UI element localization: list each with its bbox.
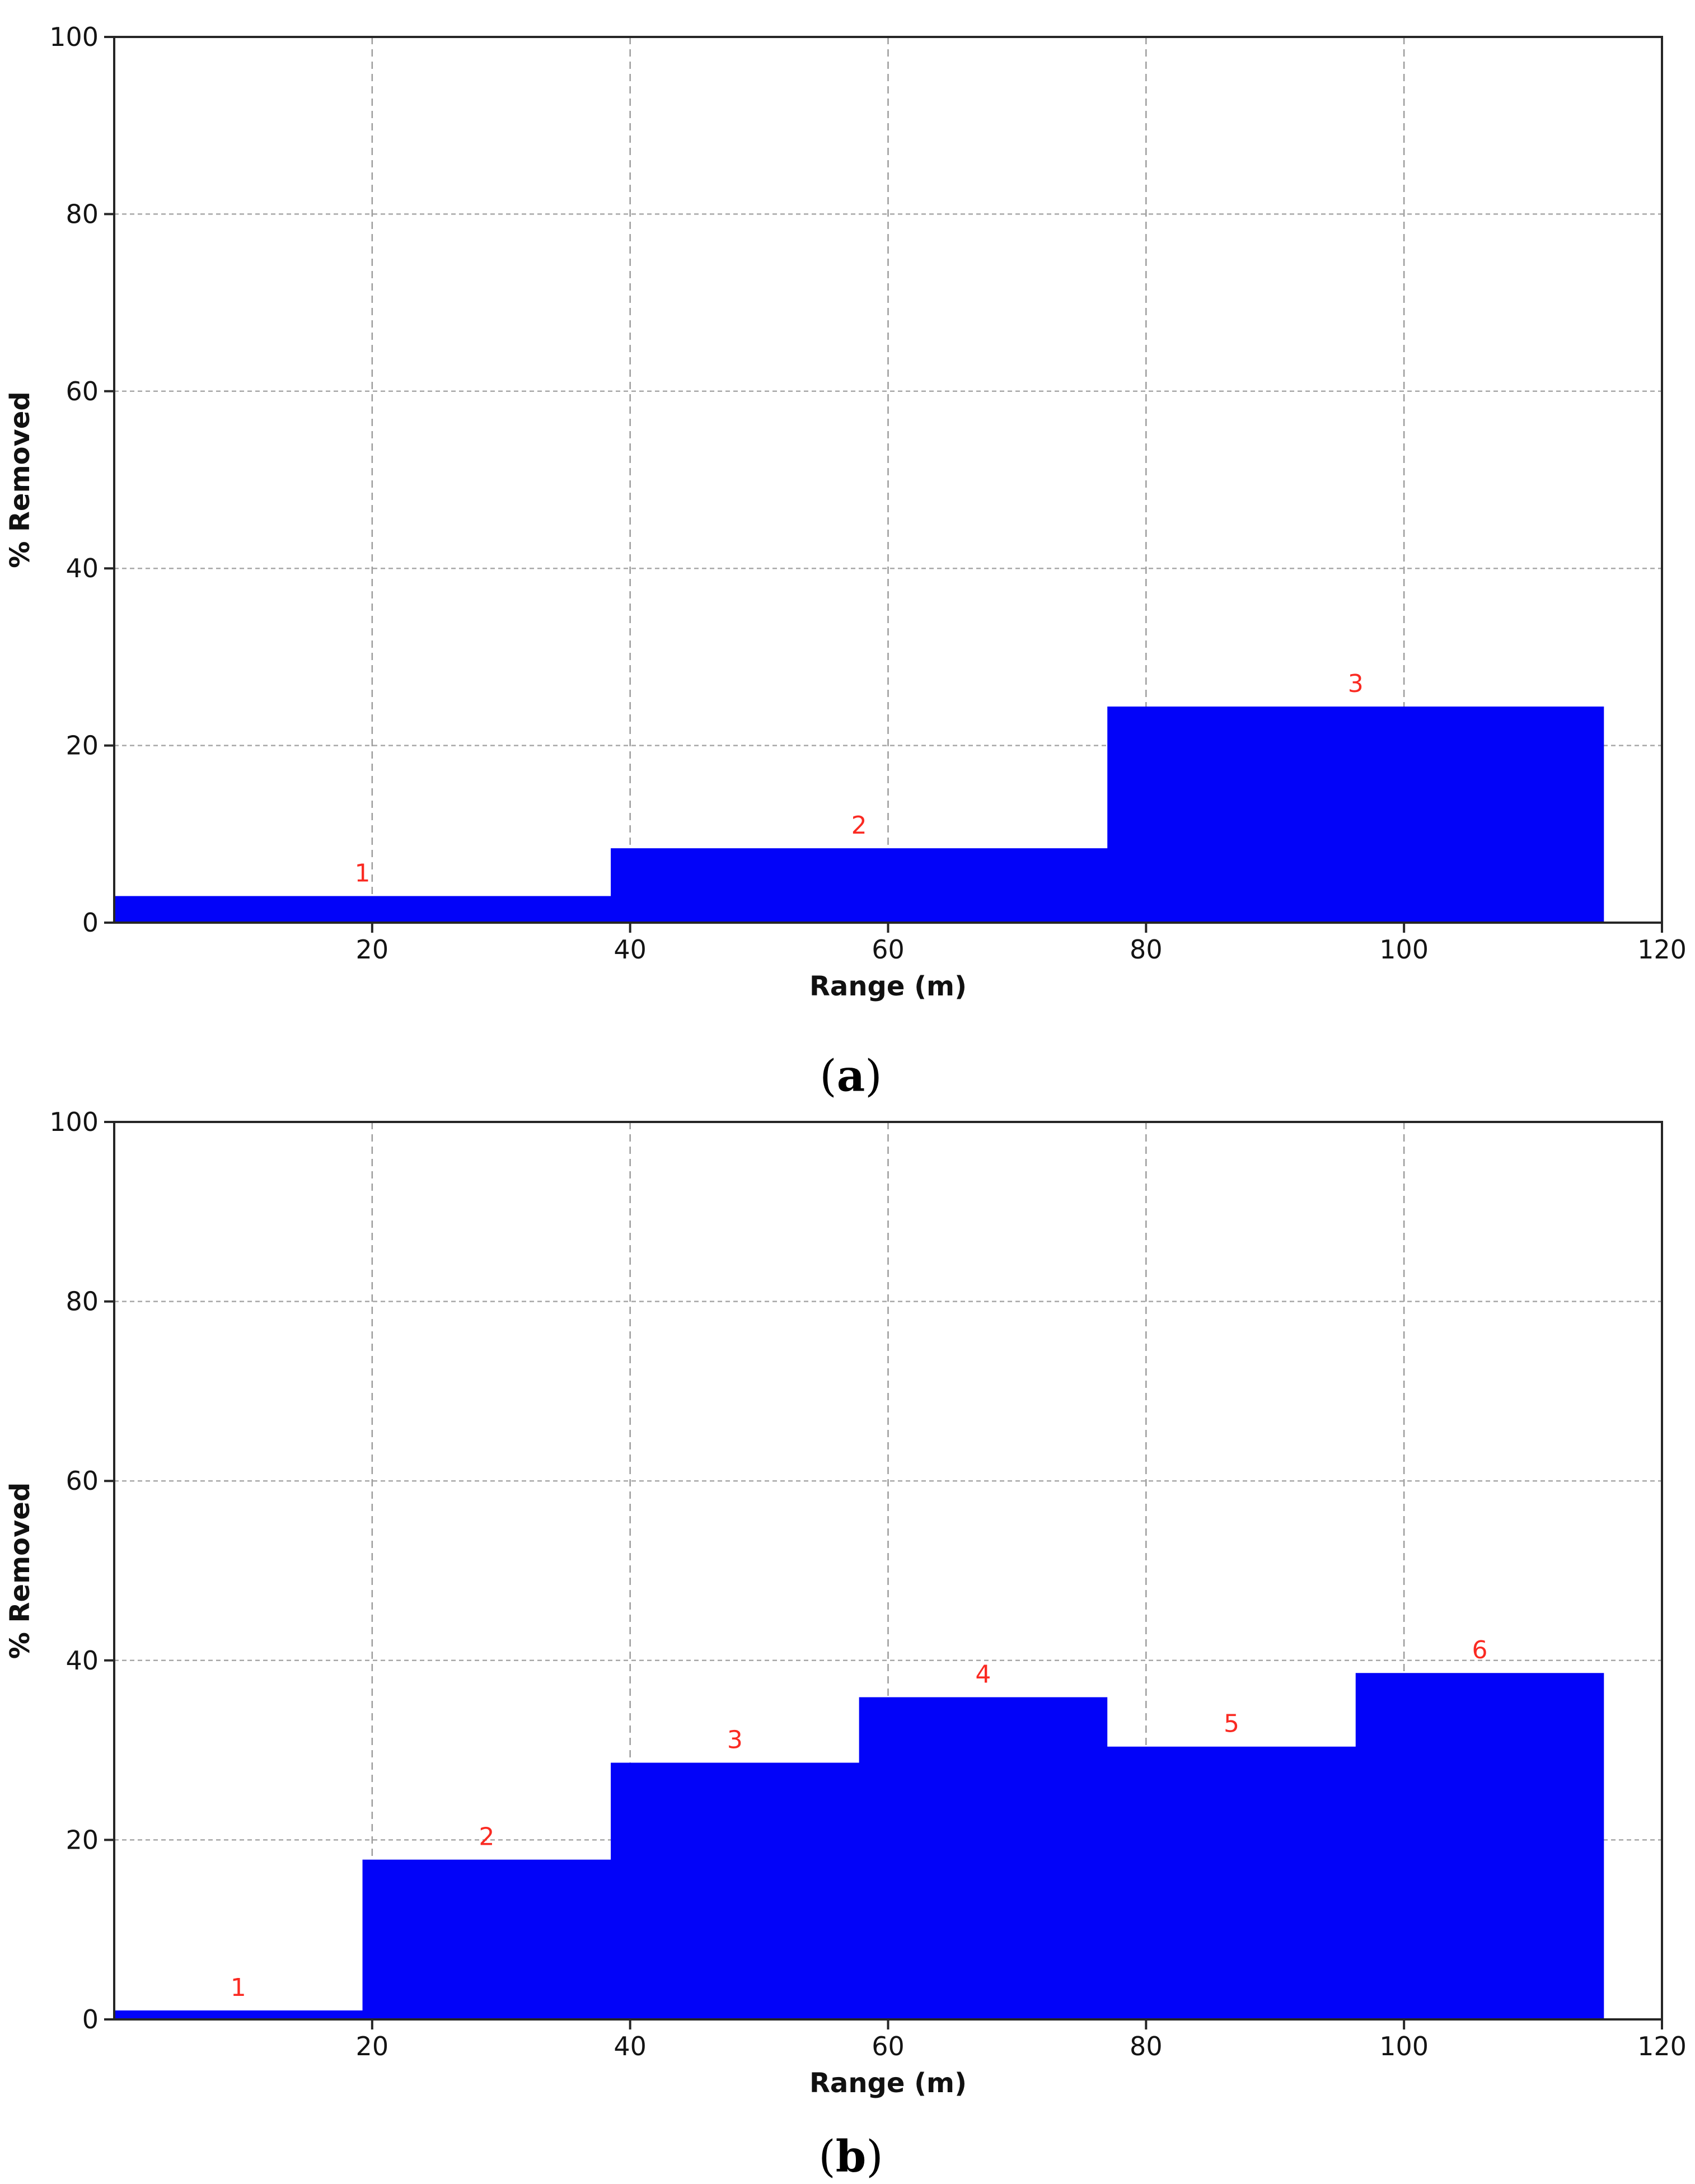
y-tick-label: 20	[65, 731, 99, 761]
segment-number-label: 4	[975, 1661, 991, 1689]
segment-number-label: 3	[1348, 670, 1364, 698]
segment-number-label: 1	[231, 1973, 246, 2002]
area-series	[114, 706, 1604, 923]
y-tick-label: 60	[65, 376, 99, 406]
x-tick-label: 100	[1379, 2031, 1429, 2061]
x-tick-label: 80	[1130, 934, 1163, 965]
caption-b-letter: b	[835, 2131, 867, 2182]
segment-number-label: 2	[851, 811, 867, 840]
chart-a: 20 40 60 80 100 120 0 20 40 60 80 100 Range (m) % Rem…	[4, 22, 1687, 1002]
y-tick-label: 20	[65, 1825, 99, 1855]
caption-a: (a)	[820, 1051, 882, 1102]
y-tick-label: 100	[49, 1107, 99, 1137]
y-tick-label: 0	[82, 908, 99, 938]
segment-number-label: 6	[1472, 1636, 1488, 1664]
x-tick-label: 120	[1637, 2031, 1687, 2061]
x-tick-label: 20	[356, 934, 389, 965]
caption-a-letter: a	[836, 1050, 865, 1102]
y-axis-title: % Removed	[4, 1482, 36, 1659]
x-axis-title: Range (m)	[809, 971, 967, 1002]
y-tick-label: 80	[65, 1287, 99, 1317]
x-tick-label: 40	[614, 934, 647, 965]
x-tick-label: 80	[1130, 2031, 1163, 2061]
x-tick-label: 100	[1379, 934, 1429, 965]
x-tick-label: 120	[1637, 934, 1687, 965]
caption-b: (b)	[818, 2131, 883, 2182]
caption-b-close-paren: )	[866, 2131, 883, 2182]
x-tick-label: 60	[872, 934, 905, 965]
segment-number-label: 2	[479, 1823, 494, 1851]
x-tick-label: 60	[872, 2031, 905, 2061]
figure-b: 20 40 60 80 100 120 0 20 40 60 80 100 Range (m) % Rem…	[0, 1092, 1695, 2184]
segment-number-label: 1	[355, 859, 371, 888]
y-tick-label: 0	[82, 2004, 99, 2035]
caption-a-close-paren: )	[865, 1051, 882, 1102]
x-tick-label: 40	[614, 2031, 647, 2061]
y-tick-label: 40	[65, 553, 99, 583]
y-tick-label: 80	[65, 199, 99, 229]
chart-b: 20 40 60 80 100 120 0 20 40 60 80 100 Range (m) % Rem…	[4, 1107, 1687, 2099]
caption-a-open-paren: (	[820, 1051, 837, 1102]
segment-number-label: 5	[1224, 1710, 1239, 1738]
y-tick-label: 100	[49, 22, 99, 52]
y-tick-label: 60	[65, 1466, 99, 1496]
figure-a: 20 40 60 80 100 120 0 20 40 60 80 100 Range (m) % Rem…	[4, 22, 1687, 1102]
y-tick-label: 40	[65, 1645, 99, 1676]
x-tick-label: 20	[356, 2031, 389, 2061]
segment-number-label: 3	[727, 1726, 743, 1755]
area-series	[114, 1673, 1604, 2019]
x-axis-title: Range (m)	[809, 2068, 967, 2099]
y-axis-title: % Removed	[4, 391, 36, 568]
caption-b-open-paren: (	[818, 2131, 836, 2182]
